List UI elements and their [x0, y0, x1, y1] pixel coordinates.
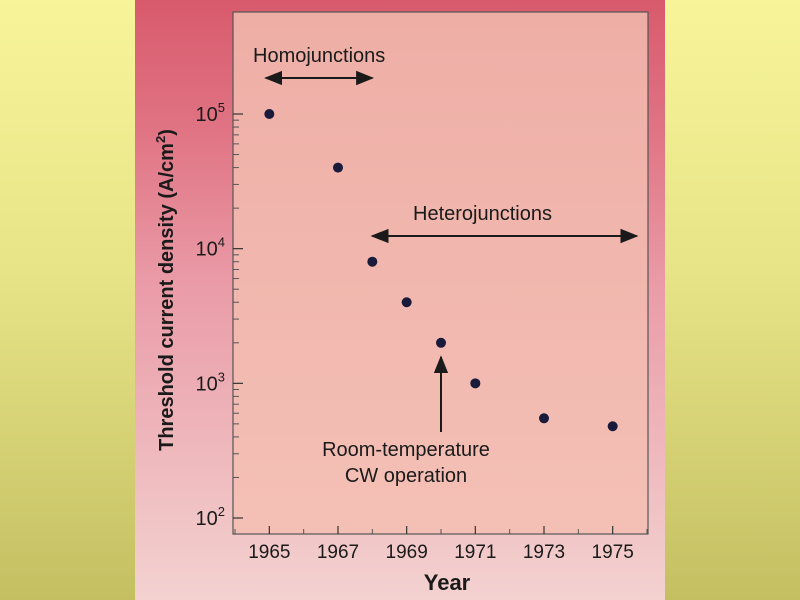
plot-area: [232, 11, 649, 535]
data-points: [264, 109, 618, 432]
y-tick-exponent: 3: [218, 369, 225, 384]
y-tick-label: 104: [196, 235, 225, 261]
y-axis-label-main: Threshold current density (A/cm: [156, 143, 178, 451]
room-temperature-annotation: Room-temperature CW operation: [322, 355, 490, 487]
data-point: [607, 421, 618, 432]
x-axis-label: Year: [424, 570, 471, 595]
data-point: [401, 297, 412, 308]
heterojunctions-annotation: Heterojunctions: [370, 203, 639, 244]
data-point: [333, 162, 343, 173]
y-tick-exponent: 4: [218, 235, 225, 250]
data-point: [367, 256, 378, 267]
x-tick-label: 1965: [248, 542, 290, 563]
data-point: [436, 337, 446, 348]
heterojunctions-label: Heterojunctions: [413, 203, 552, 225]
homojunctions-annotation: Homojunctions: [253, 45, 385, 86]
x-tick-label: 1967: [317, 542, 359, 563]
y-tick-exponent: 2: [218, 504, 225, 519]
data-point: [470, 378, 481, 389]
y-axis-label: Threshold current density (A/cm2): [153, 129, 178, 451]
homojunctions-label: Homojunctions: [253, 45, 385, 67]
x-axis: 1965 1967 1969 1971 1973 1975: [234, 526, 648, 563]
x-tick-label: 1975: [592, 542, 634, 563]
room-temperature-label-line2: CW operation: [345, 465, 467, 487]
y-tick-base: 10: [196, 104, 218, 126]
y-tick-base: 10: [196, 239, 218, 261]
y-tick-base: 10: [196, 508, 218, 530]
y-axis-label-superscript: 2: [153, 136, 168, 143]
y-axis-label-end: ): [156, 129, 178, 136]
room-temperature-label-line1: Room-temperature: [322, 439, 490, 461]
x-tick-label: 1971: [454, 542, 496, 563]
data-point: [539, 413, 549, 424]
x-tick-label: 1969: [386, 542, 428, 563]
y-tick-exponent: 5: [218, 100, 225, 115]
y-tick-label: 105: [196, 100, 225, 126]
x-tick-label: 1973: [523, 542, 565, 563]
y-tick-label: 102: [196, 504, 225, 530]
data-point: [264, 109, 275, 119]
y-tick-base: 10: [196, 373, 218, 395]
y-tick-label: 103: [196, 369, 225, 395]
